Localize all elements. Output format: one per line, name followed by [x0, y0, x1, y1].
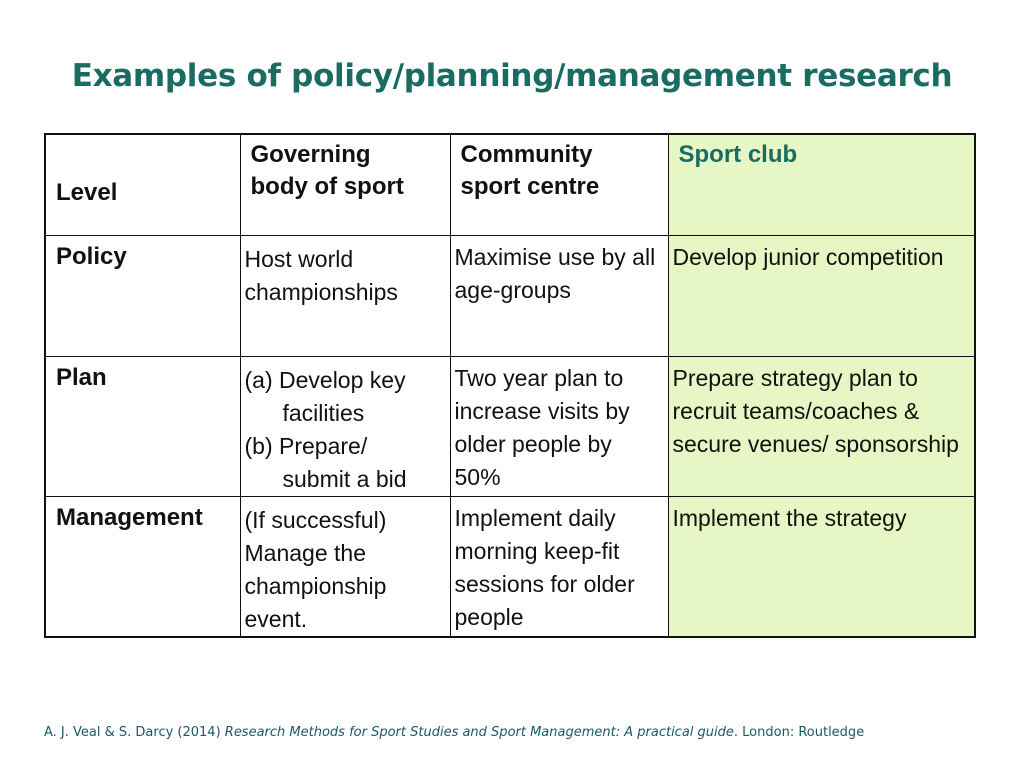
plan-governing-list: (a) Develop key facilities (b) Prepare/ …: [241, 357, 450, 496]
policy-governing-text: Host world championships: [244, 246, 398, 305]
management-community-text: Implement daily morning keep-fit session…: [454, 505, 635, 630]
plan-governing-item-a: (a) Develop key: [244, 367, 406, 393]
table-header-row: Level Governing body of sport Community …: [44, 133, 976, 236]
policy-club-text: Develop junior competition: [672, 244, 944, 270]
plan-governing-item-b-cont: submit a bid: [282, 466, 407, 492]
header-governing-line2: body of sport: [250, 173, 404, 200]
plan-governing-item-b: (b) Prepare/: [244, 433, 368, 459]
table-cell: Maximise use by all age-groups: [449, 235, 669, 357]
table-cell: (If successful) Manage the championship …: [239, 496, 451, 638]
management-governing-text: (If successful) Manage the championship …: [244, 507, 387, 632]
citation-publisher: . London: Routledge: [733, 725, 865, 740]
table-row: Management (If successful) Manage the ch…: [44, 496, 976, 638]
row-label-plan: Plan: [56, 364, 107, 391]
table-row: Policy Host world championships Maximise…: [44, 235, 976, 357]
table-row: Plan (a) Develop key facilities (b) Prep…: [44, 356, 976, 497]
research-examples-table: Level Governing body of sport Community …: [44, 133, 976, 638]
plan-club-text: Prepare strategy plan to recruit teams/c…: [672, 365, 959, 457]
table-cell: Implement the strategy: [667, 496, 976, 638]
header-governing-line1: Governing: [250, 141, 371, 168]
row-label-cell: Policy: [44, 235, 241, 357]
row-label-cell: Management: [44, 496, 241, 638]
header-governing-cell: Governing body of sport: [239, 133, 451, 236]
citation-authors: A. J. Veal & S. Darcy (2014): [44, 725, 225, 740]
header-sport-club: Sport club: [678, 141, 798, 168]
header-level: Level: [56, 179, 118, 206]
header-governing-body: Governing body of sport: [241, 135, 450, 203]
table-cell: Prepare strategy plan to recruit teams/c…: [667, 356, 976, 497]
plan-governing-item-a-cont: facilities: [282, 400, 365, 426]
citation: A. J. Veal & S. Darcy (2014) Research Me…: [44, 725, 864, 740]
table-cell: Two year plan to increase visits by olde…: [449, 356, 669, 497]
table-cell: Host world championships: [239, 235, 451, 357]
management-club-text: Implement the strategy: [672, 505, 907, 531]
row-label-policy: Policy: [56, 243, 127, 270]
header-level-cell: Level: [44, 133, 241, 236]
table-cell: (a) Develop key facilities (b) Prepare/ …: [239, 356, 451, 497]
citation-book-title: Research Methods for Sport Studies and S…: [224, 725, 734, 740]
plan-community-text: Two year plan to increase visits by olde…: [454, 365, 630, 490]
table-cell: Implement daily morning keep-fit session…: [449, 496, 669, 638]
header-sport-club-cell: Sport club: [667, 133, 976, 236]
row-label-management: Management: [56, 504, 203, 531]
header-community-line2: sport centre: [460, 173, 600, 200]
policy-community-text: Maximise use by all age-groups: [454, 244, 656, 303]
table-cell: Develop junior competition: [667, 235, 976, 357]
header-community-cell: Community sport centre: [449, 133, 669, 236]
header-community-line1: Community: [460, 141, 593, 168]
header-community-centre: Community sport centre: [451, 135, 668, 203]
slide-title: Examples of policy/planning/management r…: [71, 58, 953, 94]
row-label-cell: Plan: [44, 356, 241, 497]
